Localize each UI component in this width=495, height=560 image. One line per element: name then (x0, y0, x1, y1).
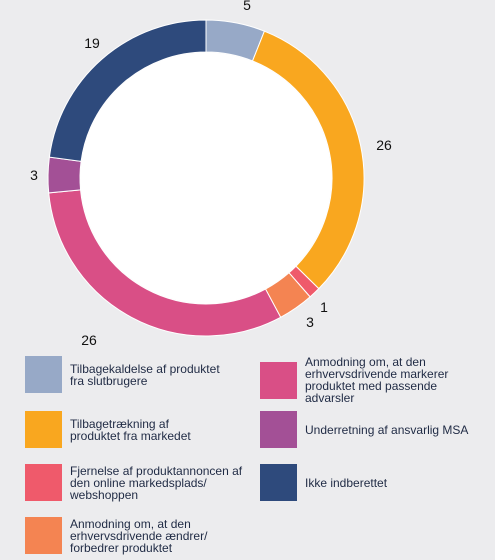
data-label: 5 (243, 0, 251, 13)
data-label: 26 (376, 137, 392, 153)
donut-hole (80, 52, 332, 304)
data-label: 1 (320, 299, 328, 315)
data-label: 26 (81, 332, 97, 348)
legend-item: Anmodning om, at den erhvervsdrivende ma… (260, 356, 492, 404)
legend-swatch (25, 517, 62, 554)
legend-label: Anmodning om, at den erhvervsdrivende æn… (70, 516, 208, 555)
donut-slice (48, 19, 207, 162)
legend-swatch (25, 411, 62, 448)
data-label: 3 (306, 314, 314, 330)
legend-item: Ikke indberettet (260, 464, 492, 501)
legend-item: Underretning af ansvarlig MSA (260, 411, 492, 448)
legend-swatch (260, 411, 297, 448)
legend-swatch (25, 464, 62, 501)
legend-swatch (260, 464, 297, 501)
legend-label: Ikke indberettet (305, 475, 388, 490)
data-label: 19 (84, 35, 100, 51)
legend-swatch (260, 361, 297, 399)
legend-item: Fjernelse af produktannoncen af den onli… (25, 464, 255, 501)
legend-label: Tilbagetrækning af produktet fra markede… (70, 416, 191, 443)
legend-item: Tilbagekaldelse af produktet fra slutbru… (25, 356, 245, 393)
legend-swatch (25, 356, 62, 393)
legend-label: Fjernelse af produktannoncen af den onli… (70, 463, 243, 502)
legend-item: Tilbagetrækning af produktet fra markede… (25, 411, 245, 448)
legend-label: Underretning af ansvarlig MSA (305, 422, 469, 437)
legend-item: Anmodning om, at den erhvervsdrivende æn… (25, 517, 245, 554)
legend-label: Anmodning om, at den erhvervsdrivende ma… (305, 355, 449, 405)
legend-label: Tilbagekaldelse af produktet fra slutbru… (70, 361, 220, 388)
donut-slice (47, 156, 82, 194)
data-label: 3 (30, 167, 38, 183)
